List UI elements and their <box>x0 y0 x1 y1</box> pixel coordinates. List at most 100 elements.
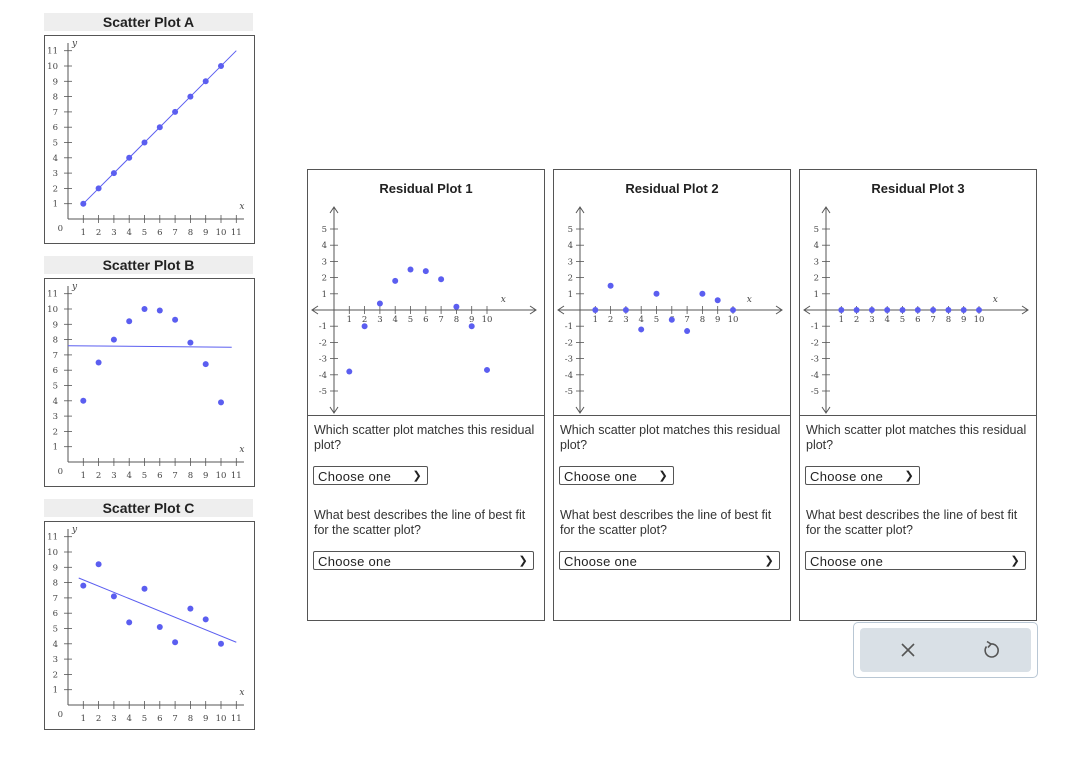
x-tick-label: 6 <box>915 315 920 325</box>
data-point <box>187 93 194 100</box>
x-tick-label: 3 <box>111 471 116 481</box>
residual-point <box>960 307 967 313</box>
residual-point <box>438 276 445 283</box>
residual-point <box>376 300 383 307</box>
residual-point <box>930 307 937 313</box>
y-tick-label: 9 <box>53 563 58 573</box>
fit-select[interactable]: Choose one ❯ <box>559 551 780 570</box>
origin-label: 0 <box>58 224 63 234</box>
residual-point <box>392 277 399 284</box>
scatter-plot-c-title: Scatter Plot C <box>44 499 253 517</box>
data-point <box>187 605 194 612</box>
data-point <box>95 185 102 192</box>
residual-point <box>638 326 645 333</box>
residual-point <box>899 307 906 313</box>
y-tick-label: 8 <box>53 93 58 103</box>
x-tick-label: 9 <box>469 315 474 325</box>
x-tick-label: 2 <box>608 315 613 325</box>
data-point <box>218 640 224 647</box>
y-tick-label: 5 <box>322 225 327 235</box>
x-tick-label: 1 <box>81 471 86 481</box>
x-tick-label: 1 <box>839 315 844 325</box>
fit-select[interactable]: Choose one ❯ <box>805 551 1026 570</box>
y-tick-label: 5 <box>53 625 58 635</box>
x-tick-label: 8 <box>188 228 193 238</box>
residual-point <box>884 307 891 313</box>
x-tick-label: 10 <box>216 714 227 724</box>
data-point <box>187 339 194 346</box>
match-question: Which scatter plot matches this residual… <box>314 423 535 452</box>
x-tick-label: 2 <box>96 471 101 481</box>
scatter-plot-a: 1 2 3 4 5 6 7 8 9 10 11 1 2 3 4 5 6 7 8 9 10 11 0 x y <box>44 35 255 244</box>
y-tick-label: -2 <box>811 338 819 348</box>
data-point <box>95 561 102 568</box>
clear-button[interactable] <box>893 635 923 665</box>
fit-question: What best describes the line of best fit… <box>314 508 526 537</box>
fit-select[interactable]: Choose one ❯ <box>313 551 534 570</box>
x-tick-label: 1 <box>81 714 86 724</box>
data-point <box>172 108 179 115</box>
match-select-value: Choose one <box>318 469 392 484</box>
fit-select-value: Choose one <box>318 554 392 569</box>
chevron-down-icon: ❯ <box>904 470 914 482</box>
x-tick-label: 3 <box>111 228 116 238</box>
y-tick-label: 4 <box>53 154 58 164</box>
y-tick-label: -3 <box>319 355 327 365</box>
x-axis-letter: x <box>239 688 244 698</box>
y-tick-label: 7 <box>53 108 58 118</box>
y-tick-label: 4 <box>53 397 58 407</box>
residual-point <box>653 290 660 297</box>
residual-point <box>346 368 353 375</box>
x-tick-label: 11 <box>231 471 242 481</box>
x-tick-label: 10 <box>974 315 985 325</box>
x-tick-label: 5 <box>142 471 147 481</box>
x-tick-label: 2 <box>854 315 859 325</box>
y-tick-label: 6 <box>53 609 58 619</box>
x-tick-label: 8 <box>454 315 459 325</box>
residual-plot-3: 1 2 3 4 5 6 7 8 9 10 -5 -4 -3 -2 -1 1 2 3 4 5 x <box>800 170 1036 416</box>
chevron-down-icon: ❯ <box>518 555 528 567</box>
match-select[interactable]: Choose one ❯ <box>559 466 674 485</box>
x-tick-label: 2 <box>362 315 367 325</box>
y-tick-label: 5 <box>53 139 58 149</box>
x-tick-label: 3 <box>623 315 628 325</box>
best-fit-line <box>78 577 237 643</box>
fit-select-value: Choose one <box>564 554 638 569</box>
x-tick-label: 10 <box>728 315 739 325</box>
y-axis-arrow-down <box>821 406 831 414</box>
x-tick-label: 4 <box>126 471 131 481</box>
data-point <box>202 78 209 85</box>
residual-point <box>730 307 736 313</box>
residual-point <box>914 307 921 313</box>
match-select[interactable]: Choose one ❯ <box>805 466 920 485</box>
x-tick-label: 11 <box>231 228 242 238</box>
match-question: Which scatter plot matches this residual… <box>806 423 1027 452</box>
x-tick-label: 4 <box>392 315 397 325</box>
x-tick-label: 8 <box>700 315 705 325</box>
y-tick-label: -4 <box>319 371 327 381</box>
y-tick-label: 1 <box>53 686 58 696</box>
y-tick-label: 2 <box>814 274 819 284</box>
x-tick-label: 1 <box>347 315 352 325</box>
x-tick-label: 9 <box>715 315 720 325</box>
reset-button[interactable] <box>976 635 1006 665</box>
y-tick-label: 9 <box>53 320 58 330</box>
chevron-down-icon: ❯ <box>764 555 774 567</box>
residual-point <box>607 282 614 289</box>
match-select[interactable]: Choose one ❯ <box>313 466 428 485</box>
data-point <box>172 639 179 646</box>
y-tick-label: 11 <box>47 47 58 57</box>
x-axis-arrow-right <box>529 305 537 315</box>
best-fit-line <box>67 345 232 348</box>
y-tick-label: 3 <box>568 257 573 267</box>
x-axis-letter: x <box>501 295 506 305</box>
chevron-down-icon: ❯ <box>412 470 422 482</box>
x-tick-label: 11 <box>231 714 242 724</box>
x-tick-label: 8 <box>188 471 193 481</box>
residual-point <box>853 307 860 313</box>
residual-point <box>361 323 368 330</box>
residual-point <box>668 316 675 323</box>
x-axis-letter: x <box>239 202 244 212</box>
action-bar-inner <box>860 628 1031 672</box>
